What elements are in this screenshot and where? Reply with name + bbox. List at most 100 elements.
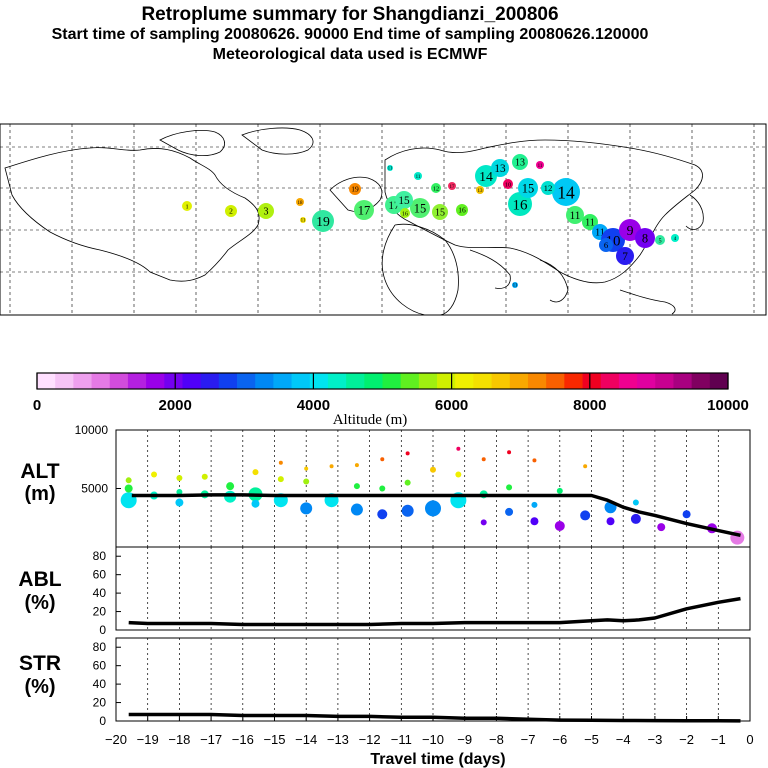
colorbar-tick-label: 8000 <box>573 397 606 414</box>
map-cluster-label: 15 <box>414 202 427 216</box>
map-cluster-label: 11 <box>585 218 595 229</box>
map-cluster-dot <box>512 282 518 288</box>
map-cluster-dot <box>503 179 513 189</box>
alt-scatter-point <box>277 476 284 483</box>
colorbar-cell <box>382 373 402 389</box>
alt-scatter-point <box>201 473 208 480</box>
map-cluster-label: 16 <box>513 197 529 213</box>
chart-title: Retroplume summary for Shangdianzi_20080… <box>141 4 559 25</box>
abl-ytick-label: 40 <box>93 586 107 600</box>
colorbar-cell <box>491 373 511 389</box>
y-tick-labels: 10000 5000 80 60 40 20 0 80 60 40 20 0 <box>75 423 121 728</box>
alt-scatter-point <box>430 466 436 473</box>
colorbar-cell <box>509 373 529 389</box>
map-cluster-dot <box>476 186 484 194</box>
xtick-label: −18 <box>168 732 190 747</box>
map-cluster-label: 17 <box>358 204 371 218</box>
map-cluster-label: 12 <box>544 183 553 193</box>
colorbar-cell <box>418 373 438 389</box>
map-cluster-dot <box>582 214 598 230</box>
xtick-label: −6 <box>552 732 567 747</box>
xtick-label: −4 <box>616 732 631 747</box>
colorbar-cell <box>582 373 602 389</box>
alt-scatter-point <box>583 464 588 469</box>
colorbar-cell <box>618 373 638 389</box>
colorbar-cell <box>527 373 547 389</box>
alt-scatter-point <box>329 464 334 469</box>
map-cluster-dot <box>536 161 544 169</box>
abl-line <box>128 596 741 627</box>
xtick-label: −5 <box>584 732 599 747</box>
alt-scatter-point <box>377 509 388 520</box>
xtick-label: −13 <box>327 732 349 747</box>
map-cluster-label: 15 <box>522 182 535 196</box>
map-cluster-dot <box>541 181 555 195</box>
colorbar-cell <box>127 373 147 389</box>
alt-scatter-point <box>176 474 183 481</box>
map-cluster-dot <box>410 198 430 218</box>
colorbar-cell <box>273 373 292 389</box>
map-cluster-label: 11 <box>388 166 393 171</box>
abl-panel-label: ABL <box>18 568 61 591</box>
abl-ytick-label: 60 <box>93 568 107 582</box>
alt-scatter-point <box>455 471 462 478</box>
colorbar-tick-labels: 0 2000 4000 6000 8000 10000 <box>33 373 749 414</box>
xtick-label: −20 <box>105 732 127 747</box>
map-cluster-dot <box>448 182 456 190</box>
map-cluster-label: 14 <box>557 182 575 202</box>
colorbar-cell <box>146 373 165 389</box>
map-cluster-label: 17 <box>450 185 456 190</box>
colorbar-label: Altitude (m) <box>333 412 408 428</box>
colorbar-cell <box>237 373 256 389</box>
alt-scatter-point <box>151 471 158 478</box>
xtick-label: −15 <box>263 732 285 747</box>
map-cluster-dot <box>182 201 192 211</box>
map-cluster-label: 7 <box>622 251 628 263</box>
colorbar-tick-label: 10000 <box>707 397 749 414</box>
str-line <box>128 712 741 723</box>
colorbar-cell <box>55 373 74 389</box>
map-cluster-dot <box>655 235 665 245</box>
map-cluster-label: 18 <box>298 201 304 206</box>
map-cluster-label: 15 <box>398 195 410 207</box>
alt-scatter-point <box>606 517 615 526</box>
alt-scatter-point <box>425 500 441 517</box>
xtick-label: −7 <box>521 732 536 747</box>
alt-scatter-point <box>224 490 237 503</box>
alt-scatter-point <box>303 478 310 485</box>
xtick-label: −9 <box>457 732 472 747</box>
map-cluster-label: 19 <box>351 185 359 194</box>
alt-scatter-point <box>580 510 591 521</box>
map-cluster-label: 5 <box>658 237 661 244</box>
colorbar-cell <box>164 373 183 389</box>
xtick-label: −12 <box>359 732 381 747</box>
map-grid <box>0 124 766 315</box>
map-cluster-dot <box>616 247 634 265</box>
map-cluster-label: 13 <box>494 163 506 175</box>
colorbar-cell <box>73 373 92 389</box>
map-cluster-label: 13 <box>515 158 525 169</box>
map-cluster-label: 12 <box>433 185 439 192</box>
colorbar-cells <box>37 373 729 389</box>
str-panel-unit: (%) <box>24 676 55 698</box>
alt-scatter-point <box>405 451 410 456</box>
alt-scatter-point <box>401 504 414 517</box>
colorbar-cell <box>400 373 420 389</box>
map-cluster-dot <box>387 165 393 171</box>
map-cluster-dot <box>225 205 237 217</box>
alt-panel-frame <box>115 429 751 548</box>
colorbar-cell <box>364 373 383 389</box>
map-cluster-dot <box>599 238 613 252</box>
alt-scatter-point <box>682 510 691 519</box>
colorbar-cell <box>455 373 474 389</box>
alt-scatter-point <box>278 460 283 465</box>
map-cluster-dot <box>431 183 441 193</box>
map-cluster-dot <box>395 191 413 209</box>
alt-scatter-point <box>175 498 184 507</box>
map-cluster-label: 4 <box>674 237 677 242</box>
map-cluster-label: 8 <box>642 232 648 246</box>
map-cluster-label: 14 <box>479 169 493 184</box>
alt-scatter-point <box>657 523 666 532</box>
colorbar-cell <box>218 373 238 389</box>
